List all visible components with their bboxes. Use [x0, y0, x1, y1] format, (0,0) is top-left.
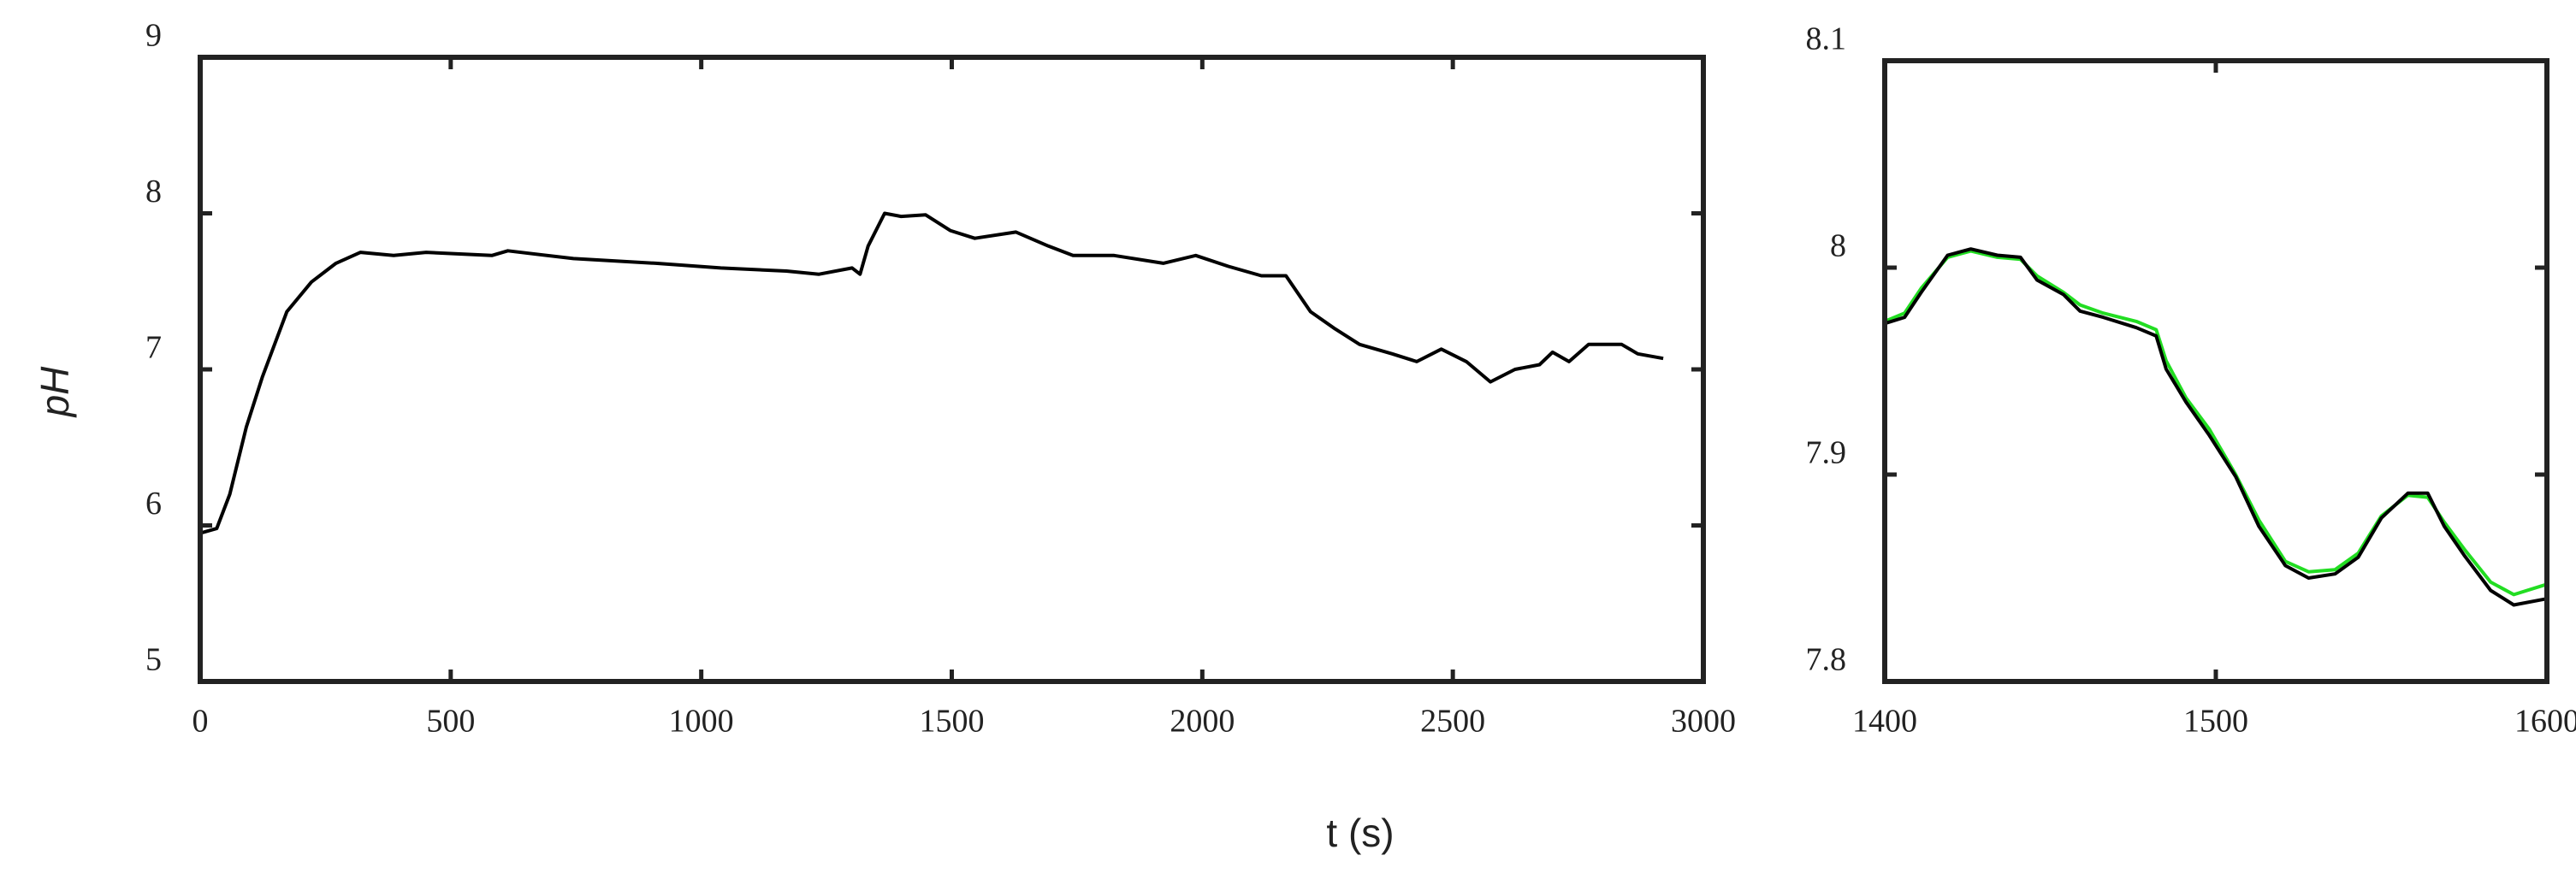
- x-tick-label: 1000: [669, 704, 734, 740]
- x-tick-label: 1500: [2183, 704, 2248, 740]
- y-tick-label: 7.9: [1806, 435, 1847, 471]
- y-tick-label: 8: [145, 174, 162, 209]
- x-tick-label: 2500: [1420, 704, 1485, 740]
- plot-frame: [198, 55, 1706, 684]
- data-line: [1884, 249, 2548, 597]
- x-tick-label: 0: [192, 704, 209, 740]
- data-line: [1884, 247, 2548, 607]
- y-tick-label: 7: [145, 330, 162, 366]
- x-tick-label: 500: [426, 704, 475, 740]
- x-tick-label: 1400: [1852, 704, 1917, 740]
- plot-frame: [1882, 58, 2549, 684]
- y-tick-label: 8: [1830, 228, 1846, 264]
- data-line: [199, 211, 1664, 535]
- y-tick-label: 5: [145, 642, 162, 678]
- x-tick-label: 3000: [1671, 704, 1736, 740]
- x-tick-label: 1500: [920, 704, 985, 740]
- x-axis-label: t (s): [1326, 811, 1394, 855]
- x-tick-label: 2000: [1170, 704, 1235, 740]
- y-tick-label: 8.1: [1806, 21, 1847, 57]
- y-tick-label: 7.8: [1806, 642, 1847, 678]
- y-axis-label: pH: [33, 366, 77, 419]
- y-tick-label: 9: [145, 18, 162, 54]
- y-tick-label: 6: [145, 486, 162, 522]
- x-tick-label: 1600: [2514, 704, 2576, 740]
